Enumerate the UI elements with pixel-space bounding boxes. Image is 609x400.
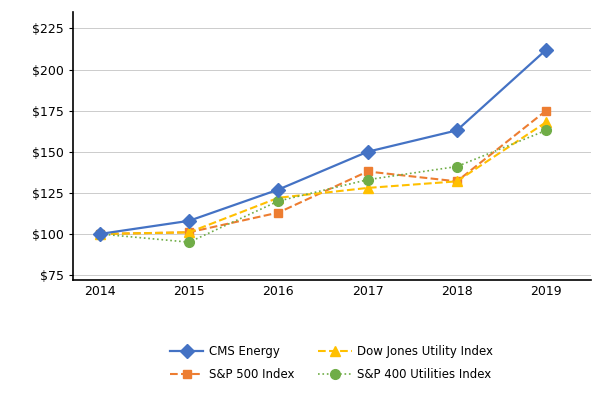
Legend: CMS Energy, S&P 500 Index, Dow Jones Utility Index, S&P 400 Utilities Index: CMS Energy, S&P 500 Index, Dow Jones Uti…: [164, 340, 499, 387]
